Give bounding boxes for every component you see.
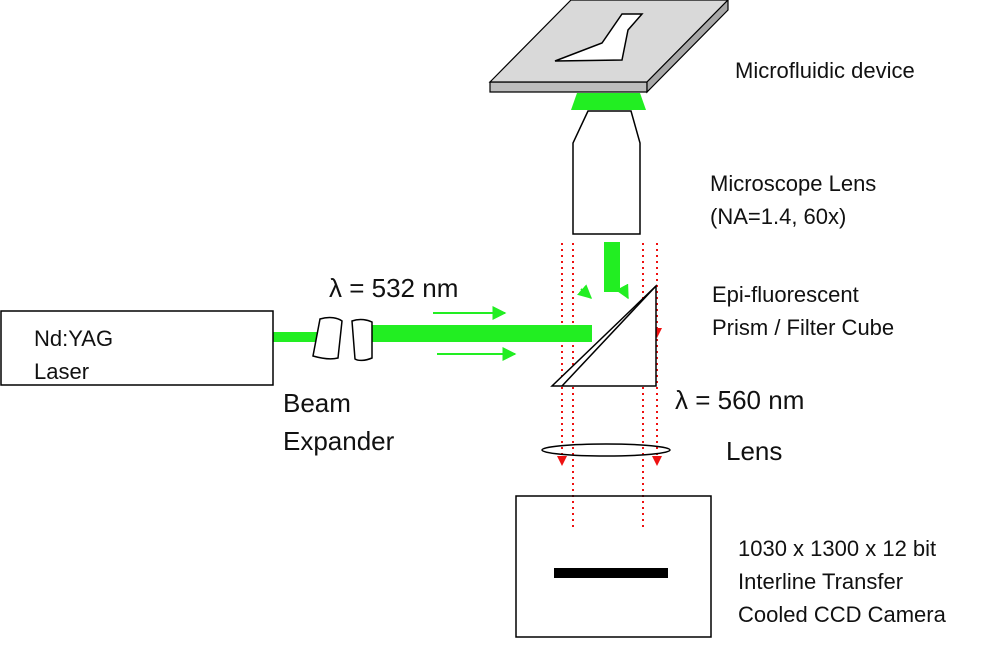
beam-expander-label-line1: Beam <box>283 388 351 418</box>
microfluidic-device-label: Microfluidic device <box>735 58 915 83</box>
epi-cube-label-line1: Epi-fluorescent <box>712 282 859 307</box>
beam-expander-icon <box>312 316 373 362</box>
emission-paths <box>561 243 658 528</box>
microfluidic-device-icon <box>488 0 729 94</box>
excitation-arrows <box>433 283 629 361</box>
camera-label-line3: Cooled CCD Camera <box>738 602 946 627</box>
green-beam-expanded <box>355 325 592 342</box>
microscope-lens-label: Microscope Lens <box>710 171 877 196</box>
epi-cube-label-line2: Prism / Filter Cube <box>712 315 895 340</box>
laser-box-icon <box>0 310 274 386</box>
emission-wavelength-label: λ = 560 nm <box>675 385 805 415</box>
objective-lens-icon <box>572 110 641 235</box>
green-beam-horizontal <box>273 332 318 342</box>
camera-label-line2: Interline Transfer <box>738 569 904 594</box>
illumination-cone <box>571 93 646 110</box>
microscope-lens-spec: (NA=1.4, 60x) <box>710 204 847 229</box>
beam-expander-label-line2: Expander <box>283 426 395 456</box>
focusing-lens-icon <box>541 443 671 457</box>
ccd-camera-icon <box>515 495 712 638</box>
prism-icon <box>550 284 657 387</box>
laser-label-line2: Laser <box>34 359 90 384</box>
camera-label-line1: 1030 x 1300 x 12 bit <box>738 536 937 561</box>
laser-label-line1: Nd:YAG <box>34 326 114 351</box>
excitation-wavelength-label: λ = 532 nm <box>329 273 459 303</box>
green-beam-vertical <box>604 242 620 292</box>
lens-label: Lens <box>726 436 783 466</box>
